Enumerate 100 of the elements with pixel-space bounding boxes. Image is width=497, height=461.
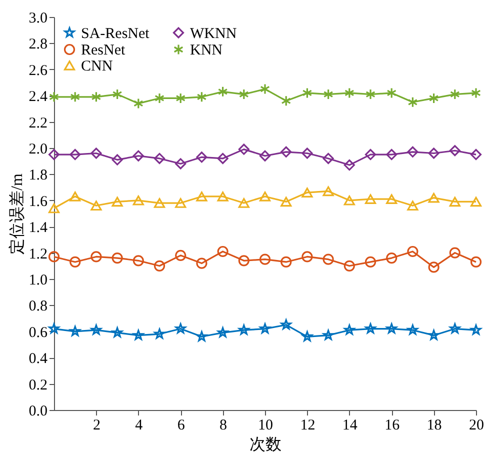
point — [90, 148, 102, 159]
point — [48, 203, 60, 214]
point — [386, 87, 397, 99]
point — [112, 154, 123, 166]
point — [322, 186, 334, 196]
y-tick-label: 1.2 — [28, 246, 48, 262]
legend-label: KNN — [190, 42, 223, 58]
point — [344, 260, 355, 272]
point — [428, 262, 440, 273]
point — [428, 92, 439, 104]
x-tick-label: 4 — [135, 418, 144, 434]
point — [90, 251, 102, 262]
y-tick-label: 1.4 — [28, 220, 48, 236]
point — [154, 198, 166, 208]
point — [196, 152, 208, 163]
point — [175, 323, 186, 334]
point — [218, 86, 228, 98]
legend-label: ResNet — [81, 42, 126, 58]
point — [238, 255, 250, 266]
point — [470, 196, 482, 207]
point — [386, 194, 398, 204]
x-tick-label: 10 — [258, 418, 273, 434]
point — [449, 196, 460, 207]
x-tick-label: 20 — [469, 418, 484, 434]
point — [449, 247, 460, 258]
point — [450, 323, 460, 334]
point — [408, 96, 418, 108]
x-tick-label: 18 — [426, 418, 442, 434]
point — [428, 192, 440, 203]
point — [364, 149, 376, 160]
point — [154, 328, 165, 339]
legend-label: CNN — [81, 58, 113, 74]
point — [217, 246, 228, 258]
point — [133, 98, 144, 110]
point — [259, 192, 271, 202]
point — [470, 324, 482, 335]
point — [364, 256, 376, 268]
point — [154, 152, 166, 164]
y-tick-label: 3.0 — [28, 10, 48, 26]
point — [449, 145, 460, 156]
x-tick-label: 16 — [384, 418, 400, 434]
point — [238, 144, 250, 155]
y-tick-label: 2.6 — [28, 62, 48, 79]
x-tick-label: 14 — [342, 418, 358, 434]
point — [112, 252, 123, 264]
point — [70, 256, 81, 268]
y-tick-label: 1.0 — [28, 272, 48, 288]
point — [366, 88, 376, 100]
point — [260, 84, 270, 95]
point — [217, 327, 228, 338]
point — [154, 92, 164, 104]
point — [132, 150, 144, 162]
point — [112, 88, 122, 100]
y-tick-label: 0.6 — [28, 324, 48, 341]
point — [428, 330, 440, 340]
point — [175, 250, 186, 261]
point — [176, 92, 186, 104]
y-tick-label: 1.8 — [28, 168, 48, 184]
point — [238, 198, 250, 208]
x-tick-label: 8 — [220, 418, 228, 434]
x-tick-label: 2 — [92, 418, 100, 434]
point — [70, 91, 80, 102]
point — [49, 91, 59, 102]
y-tick-label: 1.6 — [28, 194, 48, 210]
point — [280, 196, 292, 207]
point — [70, 192, 81, 202]
point — [132, 195, 144, 206]
point — [48, 251, 60, 262]
point — [407, 200, 418, 211]
point — [302, 251, 313, 262]
point — [70, 326, 80, 336]
point — [428, 148, 440, 159]
point — [196, 331, 208, 342]
point — [154, 260, 166, 272]
y-tick-label: 0.2 — [28, 377, 48, 394]
point — [344, 324, 355, 335]
point — [132, 255, 144, 266]
legend-label: SA-ResNet — [81, 26, 150, 42]
point — [90, 324, 102, 335]
legend-label: WKNN — [190, 26, 237, 42]
point — [280, 146, 292, 158]
x-tick-label: 12 — [300, 418, 316, 434]
point — [133, 330, 144, 340]
point — [323, 88, 334, 100]
point — [70, 149, 81, 160]
x-axis-title: 次数 — [250, 436, 282, 454]
point — [112, 196, 123, 207]
y-axis-title: 定位误差/m — [8, 173, 26, 254]
point — [238, 88, 249, 100]
point — [91, 91, 102, 102]
point — [322, 152, 334, 164]
point — [365, 323, 376, 334]
point — [322, 330, 334, 340]
point — [407, 246, 418, 258]
point — [260, 323, 270, 334]
point — [386, 149, 398, 160]
point — [238, 324, 250, 335]
point — [470, 256, 482, 268]
point — [302, 188, 313, 198]
point — [175, 158, 186, 170]
